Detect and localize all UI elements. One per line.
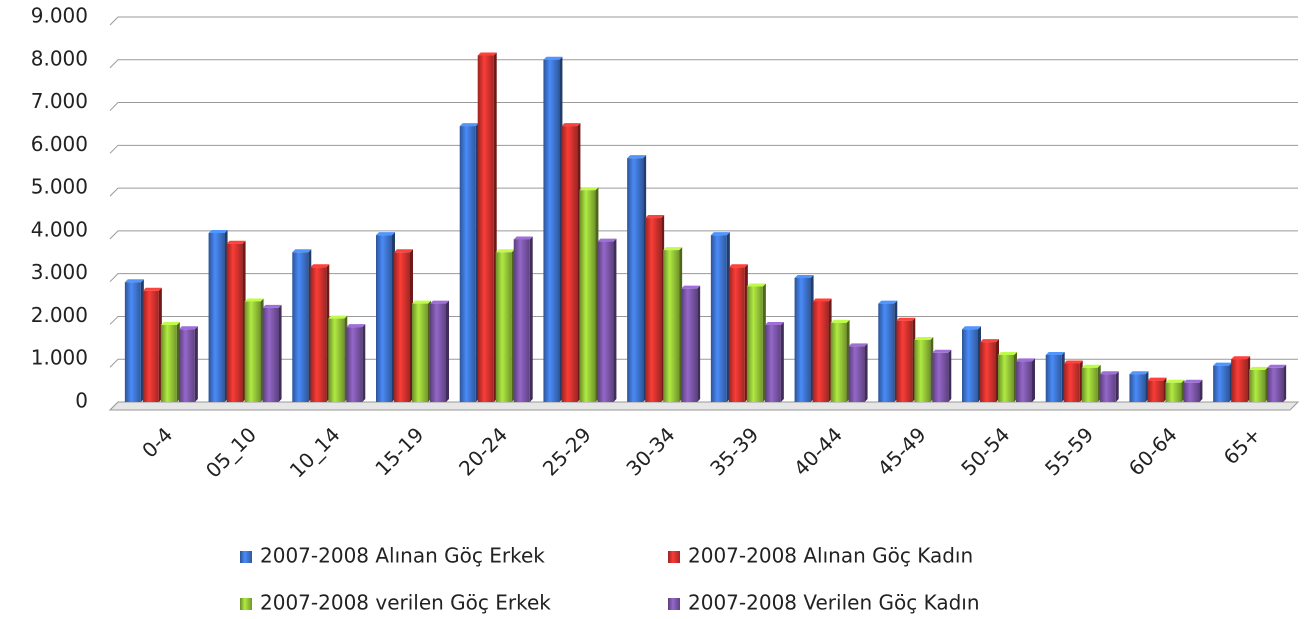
grid-line xyxy=(109,59,1298,69)
bar xyxy=(1016,358,1035,402)
bar xyxy=(681,285,701,402)
bar xyxy=(579,187,599,402)
bar xyxy=(430,300,449,402)
bar xyxy=(830,319,850,402)
legend-swatch xyxy=(240,551,252,563)
grid-line xyxy=(109,273,1298,283)
legend-label: 2007-2008 Alınan Göç Kadın xyxy=(688,544,973,568)
floor xyxy=(108,401,1300,411)
x-tick-label: 05_10 xyxy=(201,422,261,482)
bar xyxy=(746,283,766,402)
bar xyxy=(1063,360,1083,402)
x-tick-label: 10_14 xyxy=(285,422,345,482)
bar xyxy=(597,238,617,402)
bar xyxy=(627,155,647,402)
legend-swatch xyxy=(668,598,680,610)
bar xyxy=(477,52,497,402)
bar xyxy=(764,322,784,402)
bar xyxy=(932,349,952,402)
bar xyxy=(1249,366,1269,402)
y-tick-label: 7.000 xyxy=(31,89,88,113)
bar xyxy=(124,279,144,402)
y-tick-label: 5.000 xyxy=(31,175,88,199)
bar xyxy=(1099,371,1119,402)
grid-line xyxy=(109,16,1298,26)
x-tick-label: 40-44 xyxy=(789,422,847,480)
bar xyxy=(794,274,814,402)
grid-line xyxy=(109,358,1298,368)
grid-line xyxy=(109,230,1298,240)
bar xyxy=(1213,362,1233,402)
bar xyxy=(412,300,431,402)
bar xyxy=(160,322,180,402)
bar xyxy=(262,304,282,402)
bar xyxy=(1231,356,1251,402)
x-tick-label: 30-34 xyxy=(621,422,679,480)
x-tick-label: 25-29 xyxy=(538,422,596,480)
bar xyxy=(292,249,312,402)
bar xyxy=(896,317,916,402)
bar xyxy=(178,326,198,402)
bar xyxy=(376,232,395,402)
x-tick-label: 20-24 xyxy=(454,422,512,480)
bar xyxy=(1147,377,1167,402)
bar xyxy=(848,343,868,402)
bar xyxy=(1129,371,1149,402)
bar xyxy=(663,247,683,402)
bar xyxy=(914,336,934,402)
bar xyxy=(878,300,898,402)
grid-line xyxy=(109,187,1298,197)
x-tick-label: 60-64 xyxy=(1124,422,1182,480)
bar xyxy=(728,264,748,402)
bar xyxy=(543,56,563,403)
bar xyxy=(1081,364,1101,402)
legend-swatch xyxy=(240,598,252,610)
bar xyxy=(459,123,479,402)
legend-label: 2007-2008 verilen Göç Erkek xyxy=(260,591,551,615)
legend-label: 2007-2008 Verilen Göç Kadın xyxy=(688,591,980,615)
bar xyxy=(980,339,999,402)
y-tick-label: 0 xyxy=(75,389,88,413)
y-tick-label: 4.000 xyxy=(31,217,88,241)
y-tick-label: 1.000 xyxy=(31,346,88,370)
bar xyxy=(513,236,533,402)
bar xyxy=(346,324,366,402)
bar xyxy=(226,240,246,402)
y-tick-label: 2.000 xyxy=(31,303,88,327)
x-tick-label: 55-59 xyxy=(1040,422,1098,480)
bar xyxy=(1183,379,1203,402)
grid-line xyxy=(109,102,1298,111)
bar xyxy=(142,287,162,402)
bar xyxy=(208,230,228,402)
x-tick-label: 35-39 xyxy=(705,422,763,480)
bar xyxy=(561,123,581,402)
bar xyxy=(495,249,515,402)
bar xyxy=(1165,379,1185,402)
y-tick-label: 8.000 xyxy=(31,46,88,70)
bar xyxy=(812,298,832,402)
y-tick-label: 9.000 xyxy=(31,4,88,28)
x-tick-label: 50-54 xyxy=(956,422,1014,480)
bar xyxy=(1267,364,1287,402)
bar xyxy=(1045,351,1065,402)
x-tick-label: 0-4 xyxy=(137,422,177,462)
grid-line xyxy=(109,315,1298,325)
bar xyxy=(998,351,1017,402)
legend-label: 2007-2008 Alınan Göç Erkek xyxy=(260,544,545,568)
bar xyxy=(710,232,730,402)
grid-line xyxy=(109,144,1298,154)
x-tick-label: 45-49 xyxy=(873,422,931,480)
bar xyxy=(394,249,413,402)
x-tick-label: 15-19 xyxy=(370,422,428,480)
bar xyxy=(962,326,981,402)
legend-swatch xyxy=(668,551,680,563)
y-tick-label: 3.000 xyxy=(31,260,88,284)
bar xyxy=(645,215,665,402)
bar xyxy=(310,264,330,402)
x-tick-label: 65+ xyxy=(1219,422,1266,469)
y-tick-label: 6.000 xyxy=(31,132,88,156)
bar xyxy=(244,298,264,402)
bar xyxy=(328,315,348,402)
